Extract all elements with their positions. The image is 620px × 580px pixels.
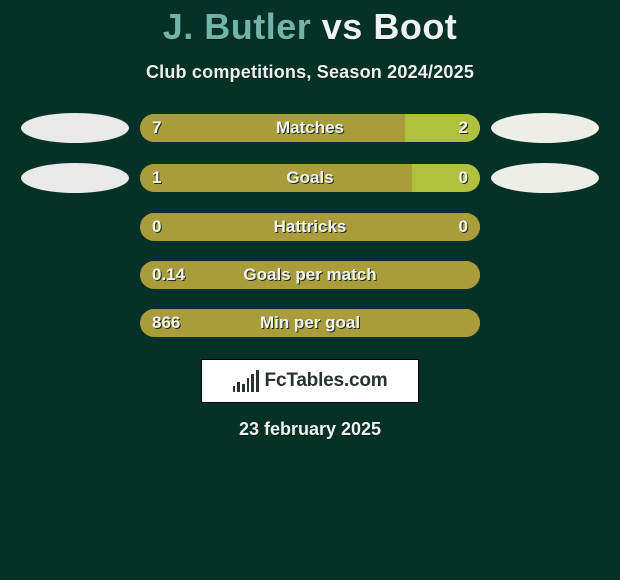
stat-value-left: 866 (152, 313, 180, 333)
stat-bar: 7 2 Matches (140, 114, 480, 142)
stat-label: Matches (276, 118, 344, 138)
stat-value-right: 0 (459, 168, 468, 188)
stat-row: 0.14 Goals per match (0, 261, 620, 289)
p1-badge-slot (10, 163, 140, 193)
stats-section: 7 2 Matches 1 0 Goals 0 0 Hattricks 0.14 Goals per… (0, 113, 620, 337)
p1-badge (21, 163, 129, 193)
stat-bar-right-fill (412, 164, 480, 192)
p2-badge (491, 113, 599, 143)
subtitle: Club competitions, Season 2024/2025 (146, 62, 474, 83)
brand-badge: FcTables.com (201, 359, 419, 403)
stat-bar: 1 0 Goals (140, 164, 480, 192)
stat-value-left: 7 (152, 118, 161, 138)
p1-badge (21, 113, 129, 143)
stat-bar-right-fill (405, 114, 480, 142)
title-player1: J. Butler (163, 6, 312, 47)
title-player2: Boot (373, 6, 457, 47)
p2-badge (491, 163, 599, 193)
comparison-card: J. Butler vs Boot Club competitions, Sea… (0, 0, 620, 440)
title-vs: vs (322, 6, 363, 47)
date-label: 23 february 2025 (239, 419, 381, 440)
stat-bar-left-fill (140, 164, 412, 192)
stat-label: Hattricks (274, 217, 347, 237)
p1-badge-slot (10, 113, 140, 143)
stat-value-left: 0.14 (152, 265, 185, 285)
stat-value-left: 0 (152, 217, 161, 237)
stat-value-left: 1 (152, 168, 161, 188)
stat-row: 1 0 Goals (0, 163, 620, 193)
stat-bar: 866 Min per goal (140, 309, 480, 337)
stat-bar-left-fill (140, 114, 405, 142)
p2-badge-slot (480, 163, 610, 193)
stat-bar: 0 0 Hattricks (140, 213, 480, 241)
stat-label: Goals (286, 168, 333, 188)
page-title: J. Butler vs Boot (163, 6, 458, 48)
p2-badge-slot (480, 113, 610, 143)
bar-chart-icon (233, 370, 259, 392)
stat-row: 7 2 Matches (0, 113, 620, 143)
stat-label: Goals per match (243, 265, 376, 285)
brand-text: FcTables.com (265, 370, 388, 392)
stat-bar: 0.14 Goals per match (140, 261, 480, 289)
stat-label: Min per goal (260, 313, 360, 333)
stat-value-right: 2 (459, 118, 468, 138)
stat-value-right: 0 (459, 217, 468, 237)
stat-row: 0 0 Hattricks (0, 213, 620, 241)
stat-row: 866 Min per goal (0, 309, 620, 337)
